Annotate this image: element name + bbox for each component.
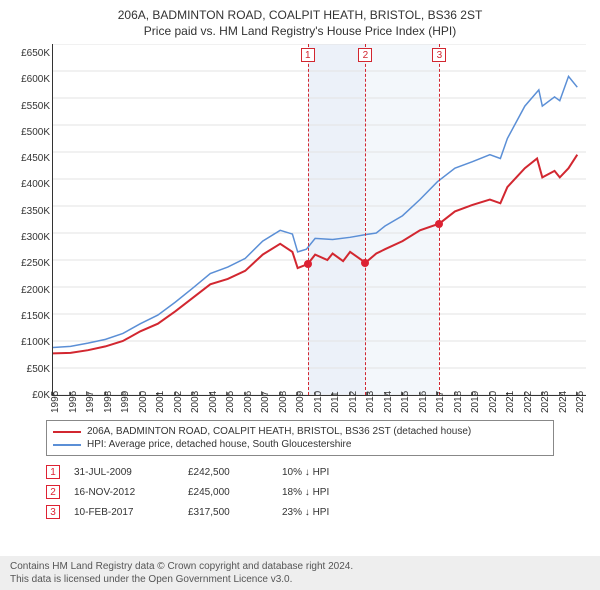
y-tick-label: £200K — [10, 286, 50, 296]
footer: Contains HM Land Registry data © Crown c… — [0, 556, 600, 590]
x-tick-label: 2011 — [330, 391, 341, 413]
sale-badge: 3 — [46, 505, 60, 519]
sale-price: £245,000 — [188, 487, 268, 498]
legend-swatch — [53, 444, 81, 446]
marker-badge: 2 — [358, 48, 372, 62]
x-tick-label: 1995 — [50, 391, 61, 413]
y-tick-label: £650K — [10, 49, 50, 59]
legend-swatch — [53, 431, 81, 433]
y-tick-label: £350K — [10, 207, 50, 217]
x-tick-label: 2024 — [558, 391, 569, 413]
x-tick-label: 2012 — [348, 391, 359, 413]
x-tick-label: 2023 — [540, 391, 551, 413]
sales-table: 1 31-JUL-2009 £242,500 10% ↓ HPI 2 16-NOV-201… — [46, 462, 554, 522]
sale-date: 10-FEB-2017 — [74, 507, 174, 518]
x-tick-label: 2014 — [383, 391, 394, 413]
y-tick-label: £50K — [10, 365, 50, 375]
x-tick-label: 2008 — [278, 391, 289, 413]
chart-title-main: 206A, BADMINTON ROAD, COALPIT HEATH, BRI… — [10, 8, 590, 22]
marker-badge: 1 — [301, 48, 315, 62]
sale-price: £317,500 — [188, 507, 268, 518]
sale-row: 2 16-NOV-2012 £245,000 18% ↓ HPI — [46, 482, 554, 502]
marker-line — [365, 44, 366, 395]
sale-row: 3 10-FEB-2017 £317,500 23% ↓ HPI — [46, 502, 554, 522]
sale-row: 1 31-JUL-2009 £242,500 10% ↓ HPI — [46, 462, 554, 482]
y-tick-label: £600K — [10, 75, 50, 85]
x-tick-label: 2019 — [470, 391, 481, 413]
x-tick-label: 1996 — [68, 391, 79, 413]
legend-label: HPI: Average price, detached house, Sout… — [87, 439, 351, 450]
legend: 206A, BADMINTON ROAD, COALPIT HEATH, BRI… — [46, 420, 554, 456]
y-tick-label: £150K — [10, 312, 50, 322]
x-tick-label: 2003 — [190, 391, 201, 413]
x-tick-label: 1999 — [120, 391, 131, 413]
footer-line2: This data is licensed under the Open Gov… — [10, 573, 590, 586]
sale-delta: 10% ↓ HPI — [282, 467, 329, 478]
legend-row: 206A, BADMINTON ROAD, COALPIT HEATH, BRI… — [53, 425, 547, 438]
sale-delta: 18% ↓ HPI — [282, 487, 329, 498]
sale-delta: 23% ↓ HPI — [282, 507, 329, 518]
y-tick-label: £300K — [10, 233, 50, 243]
x-tick-label: 2000 — [138, 391, 149, 413]
plot-svg — [53, 44, 586, 395]
legend-row: HPI: Average price, detached house, Sout… — [53, 438, 547, 451]
chart-title-block: 206A, BADMINTON ROAD, COALPIT HEATH, BRI… — [0, 0, 600, 42]
x-tick-label: 2007 — [260, 391, 271, 413]
sale-dot — [304, 260, 312, 268]
x-tick-label: 2001 — [155, 391, 166, 413]
sale-badge: 2 — [46, 485, 60, 499]
x-tick-label: 1997 — [85, 391, 96, 413]
sale-dot — [435, 220, 443, 228]
x-tick-label: 2018 — [453, 391, 464, 413]
y-tick-label: £550K — [10, 102, 50, 112]
x-tick-label: 2002 — [173, 391, 184, 413]
plot-area: 1 2 3 — [52, 44, 586, 396]
x-tick-label: 2016 — [418, 391, 429, 413]
x-tick-label: 2022 — [523, 391, 534, 413]
footer-line1: Contains HM Land Registry data © Crown c… — [10, 560, 590, 573]
legend-label: 206A, BADMINTON ROAD, COALPIT HEATH, BRI… — [87, 426, 471, 437]
sale-dot — [361, 259, 369, 267]
x-tick-label: 2004 — [208, 391, 219, 413]
sale-price: £242,500 — [188, 467, 268, 478]
x-tick-label: 2015 — [400, 391, 411, 413]
x-tick-label: 2010 — [313, 391, 324, 413]
x-tick-label: 2020 — [488, 391, 499, 413]
x-tick-label: 2009 — [295, 391, 306, 413]
x-tick-label: 2017 — [435, 391, 446, 413]
x-axis-labels: 1995199619971998199920002001200220032004… — [52, 396, 586, 414]
sale-date: 31-JUL-2009 — [74, 467, 174, 478]
y-tick-label: £500K — [10, 128, 50, 138]
series-line-property — [53, 155, 577, 354]
chart-title-sub: Price paid vs. HM Land Registry's House … — [10, 24, 590, 38]
x-tick-label: 2021 — [505, 391, 516, 413]
series-line-hpi — [53, 76, 577, 347]
y-tick-label: £0K — [10, 391, 50, 401]
x-tick-label: 1998 — [103, 391, 114, 413]
sale-badge: 1 — [46, 465, 60, 479]
x-tick-label: 2025 — [575, 391, 586, 413]
y-tick-label: £450K — [10, 154, 50, 164]
x-tick-label: 2005 — [225, 391, 236, 413]
marker-line — [308, 44, 309, 395]
sale-date: 16-NOV-2012 — [74, 487, 174, 498]
y-tick-label: £250K — [10, 259, 50, 269]
y-tick-label: £400K — [10, 180, 50, 190]
chart-area: £0K £50K £100K £150K £200K £250K £300K £350K £40… — [10, 44, 590, 414]
y-axis-labels: £0K£50K£100K£150K£200K£250K£300K£350K£40… — [10, 44, 50, 396]
marker-badge: 3 — [432, 48, 446, 62]
y-tick-label: £100K — [10, 338, 50, 348]
x-tick-label: 2013 — [365, 391, 376, 413]
x-tick-label: 2006 — [243, 391, 254, 413]
